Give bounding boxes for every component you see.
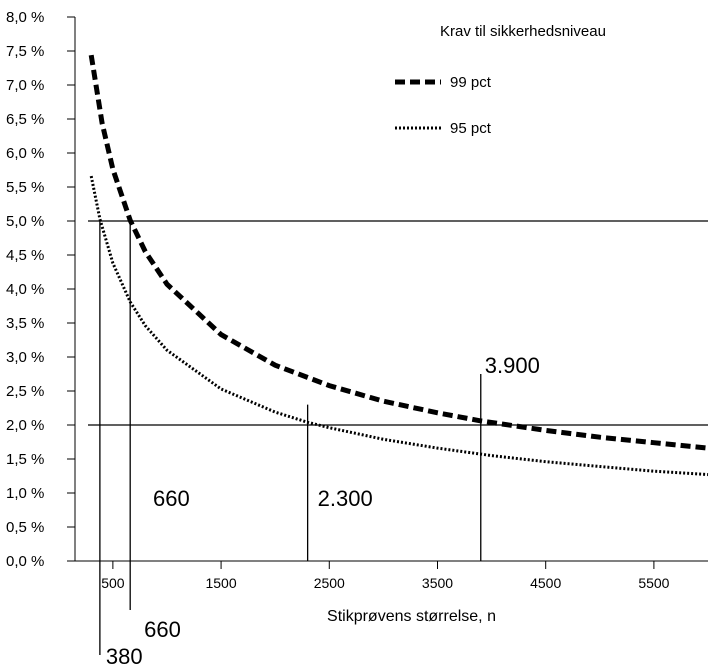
annotation-label: 2.300 — [318, 486, 373, 511]
y-tick-label: 7,5 % — [6, 43, 44, 60]
annotation-label: 660 — [144, 617, 181, 642]
axes — [74, 17, 708, 562]
annotation-drop-lines — [99, 221, 482, 655]
y-tick-label: 0,5 % — [6, 519, 44, 536]
y-tick-label: 5,5 % — [6, 179, 44, 196]
y-tick-label: 3,5 % — [6, 315, 44, 332]
x-axis-ticks: 500 1500 2500 3500 4500 5500 — [101, 561, 670, 591]
reference-lines — [88, 220, 708, 426]
x-tick-label: 500 — [101, 575, 125, 591]
series-line-99-pct — [88, 54, 709, 451]
y-tick-label: 1,0 % — [6, 485, 44, 502]
x-axis-label: Stikprøvens størrelse, n — [327, 608, 496, 625]
x-tick-label: 2500 — [314, 575, 345, 591]
annotation-label: 380 — [106, 644, 143, 669]
y-axis-ticks: 0,0 % 0,5 % 1,0 % 1,5 % 2,0 % 2,5 % 3,0 % 3,5 %… — [6, 9, 75, 570]
legend: Krav til sikkerhedsniveau 99 pct 95 pct — [395, 23, 606, 137]
y-tick-label: 3,0 % — [6, 349, 44, 366]
y-tick-label: 6,0 % — [6, 145, 44, 162]
y-tick-label: 6,5 % — [6, 111, 44, 128]
y-tick-label: 0,0 % — [6, 553, 44, 570]
legend-title: Krav til sikkerhedsniveau — [440, 23, 606, 40]
annotation-label: 660 — [153, 486, 190, 511]
series-lines — [88, 54, 709, 477]
y-tick-label: 8,0 % — [6, 9, 44, 26]
legend-label: 95 pct — [450, 120, 492, 137]
y-tick-label: 2,0 % — [6, 417, 44, 434]
annotation-label: 3.900 — [485, 353, 540, 378]
y-tick-label: 1,5 % — [6, 451, 44, 468]
y-tick-label: 2,5 % — [6, 383, 44, 400]
x-tick-label: 5500 — [638, 575, 669, 591]
y-tick-label: 5,0 % — [6, 213, 44, 230]
x-tick-label: 3500 — [422, 575, 453, 591]
x-tick-label: 1500 — [205, 575, 236, 591]
legend-label: 99 pct — [450, 74, 492, 91]
y-tick-label: 7,0 % — [6, 77, 44, 94]
y-tick-label: 4,5 % — [6, 247, 44, 264]
x-tick-label: 4500 — [530, 575, 561, 591]
y-tick-label: 4,0 % — [6, 281, 44, 298]
